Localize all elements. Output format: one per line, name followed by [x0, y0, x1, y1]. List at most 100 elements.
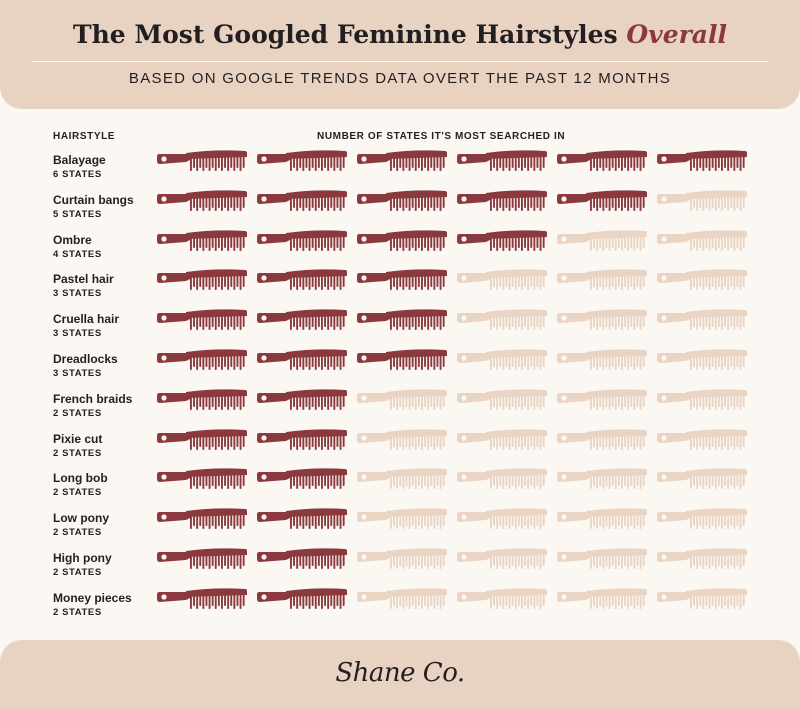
hairstyle-label: Money pieces: [53, 590, 132, 605]
chart-row: Cruella hair 3 STATES: [0, 309, 800, 346]
chart-row: Pastel hair 3 STATES: [0, 269, 800, 306]
comb-icon-empty: [556, 306, 648, 334]
chart-row: Curtain bangs 5 STATES: [0, 190, 800, 227]
comb-icon-filled: [256, 545, 348, 573]
comb-icon-filled: [256, 346, 348, 374]
comb-icon-filled: [256, 465, 348, 493]
comb-icon-empty: [556, 465, 648, 493]
comb-icon-filled: [156, 505, 248, 533]
state-count-label: 3 STATES: [53, 368, 102, 379]
chart-row: Dreadlocks 3 STATES: [0, 349, 800, 386]
comb-icon-empty: [656, 386, 748, 414]
comb-icon-filled: [356, 227, 448, 255]
title-accent: Overall: [626, 20, 727, 49]
comb-icon-filled: [156, 227, 248, 255]
footer-banner: Shane Co.: [0, 640, 800, 710]
comb-icon-empty: [656, 187, 748, 215]
chart-row: Long bob 2 STATES: [0, 468, 800, 505]
comb-icon-filled: [156, 346, 248, 374]
comb-icon-filled: [256, 147, 348, 175]
comb-icon-empty: [456, 386, 548, 414]
title-divider: [32, 61, 768, 62]
state-count-label: 2 STATES: [53, 606, 102, 618]
state-count-label: 2 STATES: [53, 407, 102, 419]
comb-icon-filled: [356, 306, 448, 334]
state-count-label: 2 STATES: [53, 487, 102, 499]
hairstyle-label: Ombre: [53, 232, 92, 247]
comb-icon-empty: [656, 266, 748, 294]
comb-icon-empty: [656, 346, 748, 374]
comb-icon-empty: [656, 426, 748, 454]
comb-icon-empty: [656, 306, 748, 334]
comb-icon-filled: [356, 266, 448, 294]
state-count-label: 3 STATES: [53, 328, 102, 340]
comb-icon-filled: [156, 306, 248, 334]
header-banner: The Most Googled Feminine Hairstyles Ove…: [0, 0, 800, 109]
chart-row: Balayage 6 STATES: [0, 150, 800, 187]
title-main: The Most Googled Feminine Hairstyles: [73, 20, 618, 49]
comb-icon-empty: [556, 266, 648, 294]
comb-icon-filled: [156, 386, 248, 414]
column-header-hairstyle: HAIRSTYLE: [53, 131, 116, 142]
comb-icon-filled: [256, 227, 348, 255]
comb-icon-filled: [456, 147, 548, 175]
comb-icon-empty: [356, 505, 448, 533]
comb-icon-empty: [456, 266, 548, 294]
chart-row: Ombre 4 STATES: [0, 229, 800, 267]
comb-icon-filled: [356, 187, 448, 215]
comb-icon-empty: [556, 346, 648, 374]
state-count-label: 4 STATES: [53, 248, 102, 260]
hairstyle-label: Long bob: [53, 471, 108, 486]
comb-icon-filled: [456, 187, 548, 215]
comb-icon-empty: [656, 585, 748, 613]
comb-icon-filled: [256, 426, 348, 454]
page-title: The Most Googled Feminine Hairstyles Ove…: [0, 20, 800, 49]
comb-icon-filled: [156, 187, 248, 215]
state-count-label: 6 STATES: [53, 169, 102, 180]
comb-icon-filled: [156, 585, 248, 613]
hairstyle-label: Balayage: [53, 153, 106, 167]
chart-row: High pony 2 STATES: [0, 548, 800, 585]
comb-icon-empty: [556, 386, 648, 414]
hairstyle-label: High pony: [53, 551, 112, 565]
comb-icon-filled: [356, 147, 448, 175]
comb-icon-filled: [156, 147, 248, 175]
chart-row: Pixie cut 2 STATES: [0, 428, 800, 466]
comb-icon-filled: [256, 187, 348, 215]
state-count-label: 5 STATES: [53, 208, 102, 220]
comb-icon-empty: [556, 426, 648, 454]
comb-icon-empty: [456, 585, 548, 613]
comb-icon-filled: [356, 346, 448, 374]
comb-icon-filled: [656, 147, 748, 175]
hairstyle-label: Dreadlocks: [53, 352, 118, 366]
comb-icon-empty: [356, 585, 448, 613]
state-count-label: 2 STATES: [53, 447, 102, 459]
state-count-label: 2 STATES: [53, 527, 102, 539]
comb-icon-filled: [256, 266, 348, 294]
comb-icon-empty: [456, 505, 548, 533]
comb-icon-empty: [356, 386, 448, 414]
comb-icon-filled: [556, 187, 648, 215]
comb-icon-empty: [656, 545, 748, 573]
state-count-label: 2 STATES: [53, 567, 102, 578]
comb-icon-filled: [156, 426, 248, 454]
chart-row: Money pieces 2 STATES: [0, 588, 800, 625]
comb-icon-empty: [556, 585, 648, 613]
chart-row: Low pony 2 STATES: [0, 508, 800, 545]
comb-icon-filled: [156, 545, 248, 573]
comb-icon-empty: [556, 545, 648, 573]
comb-icon-empty: [656, 465, 748, 493]
comb-icon-filled: [156, 266, 248, 294]
hairstyle-label: Low pony: [53, 511, 109, 526]
hairstyle-label: Curtain bangs: [53, 192, 134, 207]
comb-icon-filled: [556, 147, 648, 175]
comb-icon-empty: [456, 346, 548, 374]
comb-icon-filled: [156, 465, 248, 493]
comb-icon-empty: [456, 306, 548, 334]
state-count-label: 3 STATES: [53, 288, 102, 300]
comb-icon-empty: [456, 545, 548, 573]
chart-row: French braids 2 STATES: [0, 389, 800, 426]
comb-icon-empty: [456, 465, 548, 493]
comb-icon-filled: [256, 505, 348, 533]
comb-icon-empty: [556, 505, 648, 533]
